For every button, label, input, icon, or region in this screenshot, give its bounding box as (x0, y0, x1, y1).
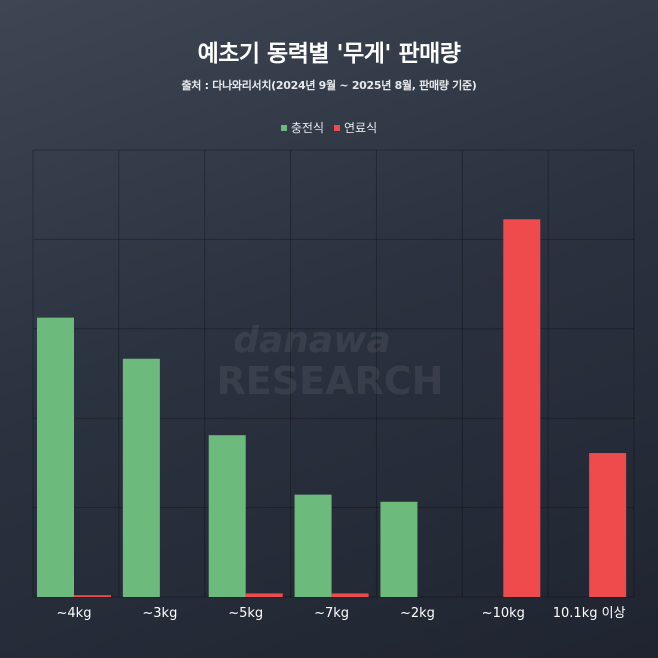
bar-series-0-cat-1 (122, 358, 160, 597)
legend-swatch-series-1 (334, 124, 340, 131)
chart-subtitle: 출처 : 다나와리서치(2024년 9월 ~ 2025년 8월, 판매량 기준) (181, 79, 477, 92)
x-tick-label: ~4kg (57, 606, 92, 621)
x-tick-label: ~10kg (482, 606, 525, 621)
bar-series-1-cat-3 (331, 593, 369, 597)
legend-item-series-0: 충전식 (280, 119, 324, 136)
chart-legend: 충전식 연료식 (0, 119, 658, 136)
bar-series-1-cat-2 (245, 593, 283, 597)
legend-label-series-1: 연료식 (344, 121, 378, 135)
x-tick-label: ~2kg (400, 606, 435, 621)
bar-series-0-cat-3 (294, 494, 332, 597)
chart-title: 예초기 동력별 '무게' 판매량 (197, 41, 461, 67)
watermark-research: RESEARCH (217, 359, 444, 403)
bar-series-1-cat-0 (74, 595, 111, 597)
legend-swatch-series-0 (280, 124, 287, 131)
bar-series-1-cat-5 (503, 219, 541, 597)
bar-series-0-cat-2 (208, 435, 246, 597)
bar-series-0-cat-0 (37, 317, 74, 597)
legend-label-series-0: 충전식 (290, 121, 324, 135)
x-tick-label: ~7kg (314, 606, 349, 621)
legend-item-series-1: 연료식 (334, 119, 377, 136)
x-tick-label: ~5kg (228, 606, 263, 621)
bar-series-0-cat-4 (380, 501, 418, 597)
watermark-danawa: danawa (233, 320, 391, 361)
x-tick-label: 10.1kg 이상 (553, 606, 626, 621)
bar-series-1-cat-6 (589, 453, 627, 597)
x-tick-label: ~3kg (142, 606, 177, 621)
